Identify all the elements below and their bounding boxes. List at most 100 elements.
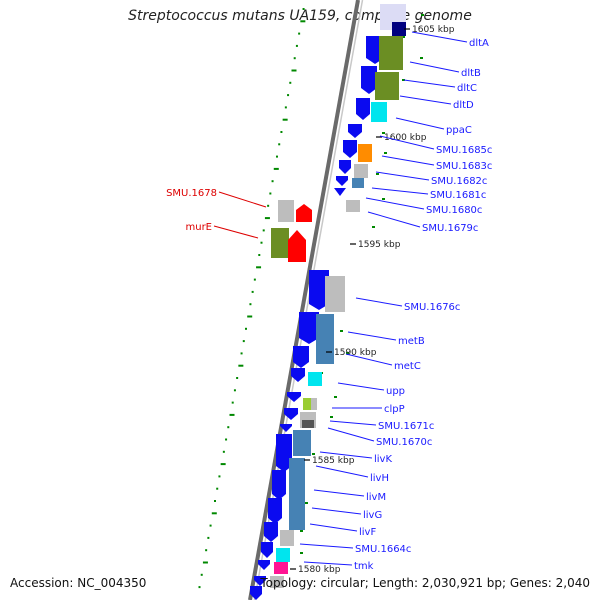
gene-arrow xyxy=(293,346,309,368)
gene-block xyxy=(311,398,317,410)
gene-label-smu-1682c[interactable]: SMU.1682c xyxy=(431,176,487,187)
tick-dot xyxy=(302,8,305,10)
gene-arrow xyxy=(291,368,305,382)
gene-label-smu-1680c[interactable]: SMU.1680c xyxy=(426,205,482,216)
tick-dot xyxy=(205,549,208,552)
label-leader-line xyxy=(371,187,429,195)
scale-label: 1600 kbp xyxy=(384,133,427,143)
tick-dot xyxy=(216,487,219,490)
gene-label-livm[interactable]: livM xyxy=(366,492,386,503)
tick-dot xyxy=(271,180,274,183)
inner-tick-dot xyxy=(300,552,303,554)
tick-dot xyxy=(260,241,263,244)
gene-block xyxy=(308,372,322,386)
tick-dot xyxy=(273,167,279,170)
gene-label-metb[interactable]: metB xyxy=(398,336,425,347)
gene-label-smu-1685c[interactable]: SMU.1685c xyxy=(436,145,492,156)
gene-block xyxy=(271,228,289,258)
gene-label-clpp[interactable]: clpP xyxy=(384,404,405,415)
gene-label-upp[interactable]: upp xyxy=(386,386,405,397)
inner-tick-dot xyxy=(402,79,405,81)
gene-block xyxy=(354,164,368,178)
gene-label-smu-1664c[interactable]: SMU.1664c xyxy=(355,544,411,555)
gene-block xyxy=(375,72,399,100)
gene-arrow xyxy=(309,270,329,310)
scale-label: 1595 kbp xyxy=(358,240,401,250)
tick-dot xyxy=(209,524,212,527)
backbone xyxy=(248,0,364,600)
gene-arrow xyxy=(339,160,351,174)
label-leader-line xyxy=(411,31,468,43)
gene-block xyxy=(352,178,364,188)
gene-arrow xyxy=(361,66,377,94)
gene-block xyxy=(293,430,311,456)
gene-label-livg[interactable]: livG xyxy=(363,510,382,521)
gene-block xyxy=(316,314,334,364)
gene-label-dltb[interactable]: dltB xyxy=(461,68,481,79)
tick-dot xyxy=(258,254,261,256)
gene-label-livh[interactable]: livH xyxy=(370,473,389,484)
gene-label-smu-1683c[interactable]: SMU.1683c xyxy=(436,161,492,172)
tick-dot xyxy=(225,438,228,441)
gene-arrow xyxy=(280,424,292,432)
tick-dot xyxy=(251,290,254,293)
label-leader-line xyxy=(355,297,403,307)
inner-tick-dot xyxy=(420,57,423,59)
tick-dot xyxy=(264,217,270,220)
gene-arrow xyxy=(296,204,312,222)
inner-tick-dot xyxy=(334,396,337,398)
tick-dot xyxy=(293,57,296,60)
gene-label-dlta[interactable]: dltA xyxy=(469,38,489,49)
label-leader-line xyxy=(409,61,460,73)
tick-dot xyxy=(267,204,270,207)
tick-dot xyxy=(282,118,288,121)
gene-label-livk[interactable]: livK xyxy=(374,454,392,465)
tick-dot xyxy=(198,586,201,589)
gene-label-smu-1671c[interactable]: SMU.1671c xyxy=(378,421,434,432)
gene-block xyxy=(346,200,360,212)
gene-label-smu-1679c[interactable]: SMU.1679c xyxy=(422,223,478,234)
tick-dot xyxy=(202,561,208,564)
label-leader-line xyxy=(381,155,435,166)
label-leader-line xyxy=(367,211,421,228)
gene-label-smu-1681c[interactable]: SMU.1681c xyxy=(430,190,486,201)
gene-arrow xyxy=(276,434,292,472)
tick-dot xyxy=(275,155,278,158)
tick-dot xyxy=(220,463,226,466)
gene-label-smu-1676c[interactable]: SMU.1676c xyxy=(404,302,460,313)
gene-arrow xyxy=(343,140,357,158)
gene-label-smu-1678[interactable]: SMU.1678 xyxy=(166,188,217,199)
label-leader-line xyxy=(327,427,375,442)
gene-arrow xyxy=(264,522,278,542)
tick-dot xyxy=(218,475,221,478)
tick-dot xyxy=(236,377,239,379)
label-leader-line xyxy=(315,465,369,478)
gene-label-dltc[interactable]: dltC xyxy=(457,83,477,94)
gene-label-mure[interactable]: murE xyxy=(185,222,212,233)
label-leader-line xyxy=(347,331,397,341)
tick-dot xyxy=(231,401,234,404)
tick-dot xyxy=(222,450,225,453)
gene-label-dltd[interactable]: dltD xyxy=(453,100,474,111)
gene-arrow xyxy=(258,560,270,570)
tick-dot xyxy=(233,389,236,392)
label-leader-line xyxy=(313,489,365,497)
tick-dot xyxy=(211,512,217,515)
accession-text: Accession: NC_004350 xyxy=(10,576,147,590)
gene-label-smu-1670c[interactable]: SMU.1670c xyxy=(376,437,432,448)
gene-label-ppac[interactable]: ppaC xyxy=(446,125,472,136)
gene-label-livf[interactable]: livF xyxy=(359,527,376,538)
gene-block xyxy=(270,576,284,588)
gene-arrow xyxy=(254,576,266,586)
gene-arrow xyxy=(299,312,319,344)
inner-tick-dot xyxy=(330,416,333,418)
tick-dot xyxy=(280,131,283,133)
gene-label-metc[interactable]: metC xyxy=(394,361,421,372)
label-leader-line xyxy=(345,353,393,366)
gene-label-tmk[interactable]: tmk xyxy=(354,561,374,572)
label-leader-line xyxy=(375,171,430,181)
gene-arrow xyxy=(356,98,370,120)
inner-tick-dot xyxy=(421,14,424,16)
inner-tick-dot xyxy=(372,226,375,228)
